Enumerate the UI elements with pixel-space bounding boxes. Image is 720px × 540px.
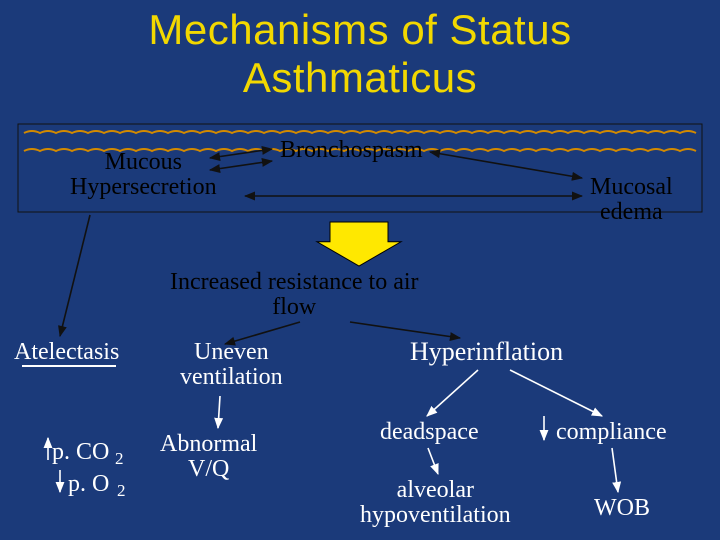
node-bronchospasm: Bronchospasm [280, 138, 423, 163]
node-atelectasis: Atelectasis [14, 340, 119, 365]
node-alveolar: alveolarhypoventilation [360, 478, 511, 528]
node-hyperinflation: Hyperinflation [410, 338, 563, 365]
node-deadspace: deadspace [380, 420, 479, 445]
node-wob: WOB [594, 496, 650, 521]
node-po2-sub: 2 [117, 482, 126, 500]
node-mucosal: Mucosaledema [590, 175, 673, 225]
node-mucous: MucousHypersecretion [70, 150, 217, 200]
node-abnormal: AbnormalV/Q [160, 432, 257, 482]
node-po2: p. O [68, 472, 109, 497]
node-pco2-sub: 2 [115, 450, 124, 468]
node-increased: Increased resistance to airflow [170, 270, 419, 320]
node-pco2: p. CO [52, 440, 109, 465]
node-compliance: compliance [556, 420, 667, 445]
node-uneven: Unevenventilation [180, 340, 283, 390]
